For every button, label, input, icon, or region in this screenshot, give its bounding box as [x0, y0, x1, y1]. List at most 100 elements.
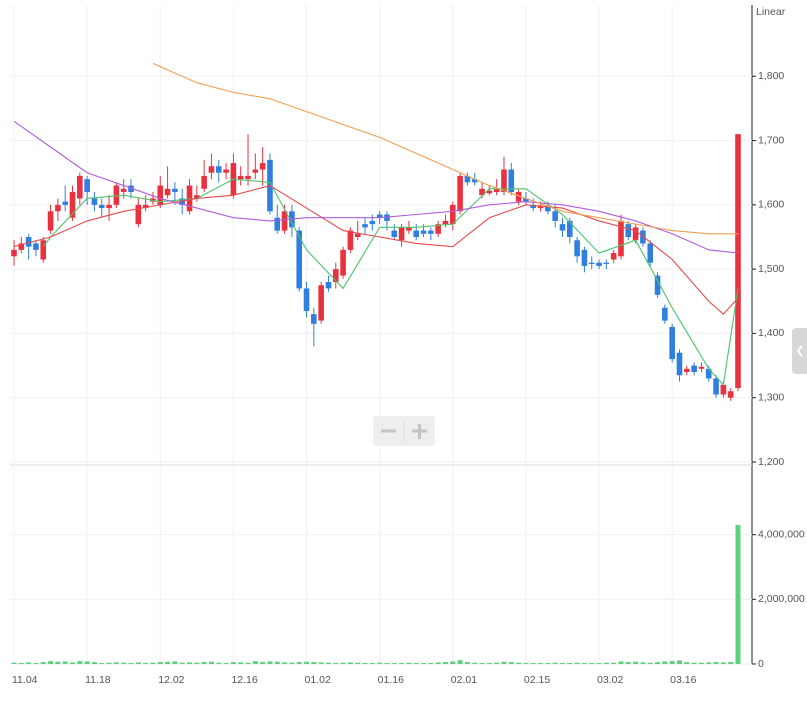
volume-bar	[574, 662, 580, 664]
volume-bar	[508, 662, 514, 664]
side-tab-box[interactable]	[792, 328, 807, 374]
volume-bar	[238, 662, 244, 664]
volume-bar	[501, 661, 507, 664]
volume-bar	[669, 661, 675, 664]
volume-bar	[260, 662, 266, 664]
x-tick-label: 03.02	[597, 674, 623, 686]
volume-bar	[62, 661, 68, 664]
volume-bar	[172, 661, 178, 664]
volume-bar	[113, 662, 119, 664]
volume-bar	[647, 662, 653, 664]
volume-bar	[633, 661, 639, 664]
candle-body	[332, 269, 339, 282]
volume-bar	[318, 662, 324, 664]
volume-bar	[91, 662, 97, 664]
candle-body	[735, 134, 741, 389]
volume-bar	[40, 662, 46, 664]
candle-body	[581, 249, 588, 266]
volume-bar	[494, 662, 500, 664]
volume-bar	[567, 663, 573, 664]
volume-bar	[121, 662, 127, 664]
candle-body	[311, 314, 317, 324]
y-tick-label: 1,800	[758, 70, 784, 82]
candle-body	[376, 214, 383, 218]
volume-bar	[676, 660, 682, 664]
candle-body	[318, 285, 324, 321]
candle-body	[705, 368, 712, 379]
candle-body	[40, 240, 47, 260]
volume-bar	[581, 663, 587, 664]
moving-average-line	[13, 184, 739, 315]
candle-body	[515, 192, 522, 202]
candle-body	[223, 169, 229, 173]
candle-body	[486, 190, 493, 194]
volume-bar	[538, 663, 544, 664]
volume-tick-label: 0	[758, 658, 764, 670]
volume-bar	[143, 663, 149, 664]
volume-bar	[179, 662, 185, 664]
volume-bar	[26, 662, 32, 664]
volume-bar	[516, 662, 522, 664]
volume-bar	[450, 661, 456, 664]
candle-body	[420, 230, 427, 234]
volume-bar	[457, 660, 463, 664]
candle-body	[274, 217, 281, 231]
volume-bar	[296, 662, 302, 664]
candle-body	[632, 227, 639, 241]
volume-bar	[377, 662, 383, 664]
volume-bar	[369, 663, 375, 664]
volume-bar	[157, 662, 163, 664]
candle-body	[157, 185, 164, 205]
candle-body	[172, 188, 178, 192]
volume-bar	[684, 662, 690, 664]
candle-body	[457, 175, 463, 212]
volume-bar	[289, 662, 295, 664]
volume-bar	[472, 662, 478, 664]
volume-bar	[406, 662, 412, 664]
volume-bar	[618, 661, 624, 664]
volume-bar	[55, 661, 61, 664]
candle-body	[11, 249, 17, 257]
volume-bar	[106, 662, 112, 664]
zoom-controls[interactable]	[373, 416, 435, 446]
volume-bar	[274, 661, 280, 664]
candle-body	[362, 224, 368, 228]
candle-body	[508, 169, 515, 192]
volume-bar	[48, 661, 54, 664]
candle-body	[281, 211, 288, 231]
candle-body	[91, 198, 98, 205]
candle-body	[523, 198, 529, 202]
volume-bar	[589, 663, 595, 664]
volume-bar	[187, 662, 193, 664]
candle-body	[106, 204, 112, 209]
volume-bar	[340, 662, 346, 664]
candle-body	[625, 224, 632, 237]
scale-label: Linear	[756, 6, 786, 18]
volume-bar	[77, 661, 83, 664]
volume-bar	[713, 662, 719, 664]
x-tick-label: 01.16	[378, 674, 404, 686]
y-tick-label: 1,700	[758, 134, 784, 146]
candle-body	[208, 166, 215, 173]
volume-bar	[252, 661, 258, 664]
candle-body	[449, 204, 456, 225]
side-tab[interactable]	[792, 328, 807, 374]
volume-bar	[216, 662, 222, 664]
candle-body	[442, 220, 449, 225]
candle-body	[684, 368, 690, 372]
candle-body	[691, 365, 697, 372]
volume-bar	[362, 663, 368, 664]
candle-body	[428, 230, 434, 234]
volume-tick-label: 2,000,000	[758, 593, 805, 605]
x-tick-label: 12.02	[158, 674, 184, 686]
candle-body	[727, 391, 734, 398]
y-tick-label: 1,400	[758, 327, 784, 339]
candle-body	[654, 275, 661, 295]
volume-bar	[33, 663, 39, 664]
candle-body	[245, 175, 251, 180]
candle-body	[33, 243, 39, 250]
candle-body	[647, 243, 654, 263]
volume-bar	[150, 662, 156, 664]
volume-bar	[135, 662, 141, 664]
volume-bar	[223, 663, 229, 664]
